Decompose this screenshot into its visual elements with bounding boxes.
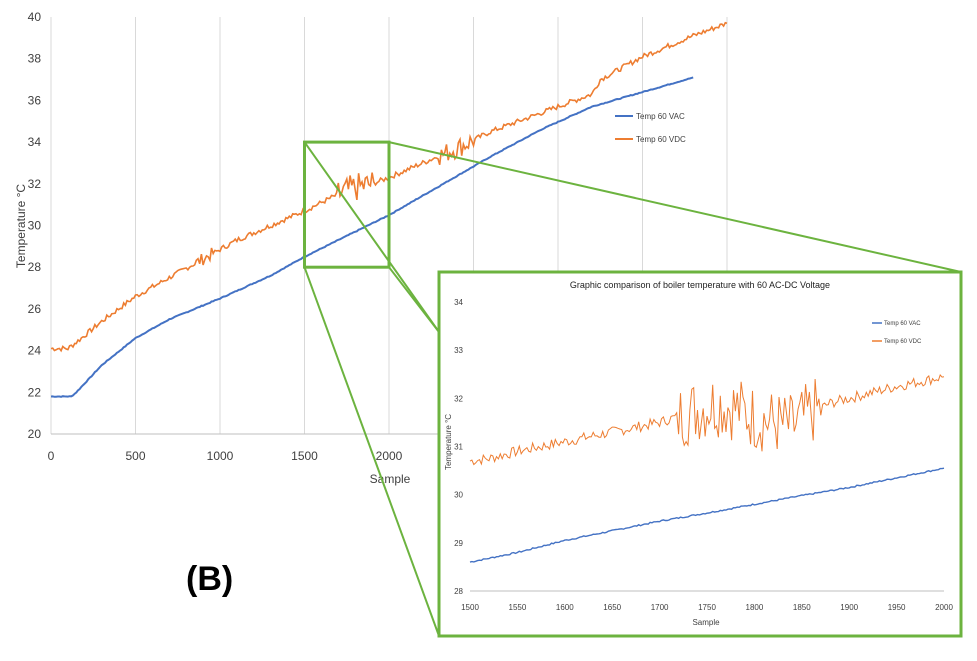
inset-x-tick-label: 1900 — [840, 603, 858, 612]
inset-x-tick-label: 1700 — [651, 603, 669, 612]
main-x-tick-label: 0 — [48, 449, 55, 463]
inset-legend: Temp 60 VAC Temp 60 VDC — [872, 321, 922, 345]
inset-x-tick-label: 1850 — [793, 603, 811, 612]
zoom-connector-line — [388, 266, 440, 333]
zoom-connectors — [303, 140, 962, 637]
inset-y-tick-label: 28 — [454, 587, 463, 596]
zoom-connector-line — [303, 266, 440, 637]
inset-x-tick-label: 1600 — [556, 603, 574, 612]
main-y-tick-label: 26 — [28, 302, 42, 316]
main-y-tick-label: 38 — [28, 52, 42, 66]
inset-chart: Graphic comparison of boiler temperature… — [437, 270, 963, 638]
zoom-connector-line — [303, 141, 440, 333]
inset-axes: 1500 1550 1600 1650 1700 1750 1800 1850 1900 1950… — [454, 298, 953, 612]
inset-x-tick-label: 1800 — [746, 603, 764, 612]
main-y-tick-label: 22 — [28, 385, 42, 399]
zoom-region-box — [303, 140, 391, 269]
main-legend: Temp 60 VAC Temp 60 VDC — [615, 112, 686, 144]
main-y-tick-label: 32 — [28, 177, 42, 191]
inset-y-tick-label: 30 — [454, 491, 463, 500]
main-series-line-vac — [50, 76, 694, 398]
inset-x-axis-title: Sample — [692, 618, 720, 627]
main-y-tick-label: 40 — [28, 10, 42, 24]
inset-y-tick-label: 34 — [454, 298, 463, 307]
panel-label: (B) — [186, 560, 234, 598]
main-y-tick-label: 36 — [28, 93, 42, 107]
inset-x-tick-label: 1550 — [509, 603, 527, 612]
inset-title: Graphic comparison of boiler temperature… — [570, 280, 830, 290]
inset-x-tick-label: 1750 — [698, 603, 716, 612]
main-y-tick-label: 34 — [28, 135, 42, 149]
zoom-connector-line — [388, 141, 962, 273]
main-y-tick-label: 30 — [28, 219, 42, 233]
inset-y-tick-label: 29 — [454, 539, 463, 548]
inset-y-tick-label: 33 — [454, 346, 463, 355]
inset-legend-label: Temp 60 VDC — [884, 339, 922, 345]
main-x-tick-label: 2000 — [376, 449, 403, 463]
inset-y-axis-title: Temperature °C — [444, 414, 453, 470]
main-x-tick-label: 1000 — [207, 449, 234, 463]
main-y-tick-label: 28 — [28, 260, 42, 274]
inset-panel — [437, 270, 963, 638]
inset-series-line-vac — [469, 467, 945, 563]
main-legend-label: Temp 60 VAC — [636, 112, 685, 121]
inset-legend-label: Temp 60 VAC — [884, 321, 921, 327]
inset-y-tick-label: 32 — [454, 394, 463, 403]
main-x-axis-title: Sample — [370, 472, 411, 486]
main-y-axis-title: Temperature °C — [14, 184, 28, 268]
inset-x-tick-label: 1950 — [888, 603, 906, 612]
inset-x-tick-label: 1650 — [603, 603, 621, 612]
inset-y-tick-label: 31 — [454, 443, 463, 452]
main-legend-label: Temp 60 VDC — [636, 135, 686, 144]
inset-x-tick-label: 2000 — [935, 603, 953, 612]
main-y-tick-label: 20 — [28, 427, 42, 441]
main-x-tick-label: 500 — [125, 449, 145, 463]
inset-x-tick-label: 1500 — [461, 603, 479, 612]
inset-series-line-vdc — [469, 374, 945, 466]
inset-series — [469, 374, 945, 563]
main-x-tick-label: 1500 — [291, 449, 318, 463]
main-y-tick-label: 24 — [28, 344, 42, 358]
